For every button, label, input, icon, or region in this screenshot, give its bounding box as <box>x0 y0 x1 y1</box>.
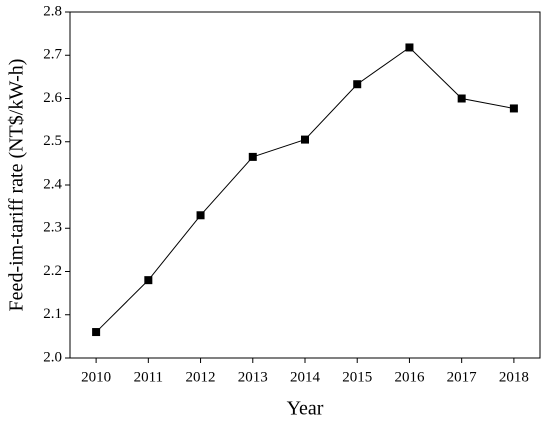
data-point <box>196 211 205 220</box>
x-tick-label: 2013 <box>238 369 268 385</box>
data-line <box>95 46 514 333</box>
data-point <box>457 94 466 103</box>
x-axis-title: Year <box>287 398 324 420</box>
x-tick-label: 2017 <box>447 369 478 385</box>
y-tick-label: 2.8 <box>43 3 62 19</box>
y-tick-label: 2.1 <box>43 306 62 322</box>
data-point <box>92 328 101 337</box>
data-point <box>248 152 257 161</box>
x-tick-label: 2015 <box>342 369 372 385</box>
y-tick-label: 2.3 <box>43 220 62 236</box>
x-tick-label: 2011 <box>134 369 163 385</box>
x-tick-label: 2014 <box>290 369 321 385</box>
x-tick-label: 2018 <box>499 369 529 385</box>
x-tick-label: 2012 <box>186 369 216 385</box>
y-tick-label: 2.4 <box>43 176 62 192</box>
data-point <box>353 80 362 89</box>
data-point <box>301 135 309 144</box>
y-tick-label: 2.5 <box>43 133 62 149</box>
plot-frame <box>69 11 541 359</box>
data-point <box>405 43 414 52</box>
data-point <box>509 104 518 113</box>
x-tick-label: 2016 <box>394 369 425 385</box>
data-point <box>144 276 153 285</box>
y-tick-label: 2.6 <box>43 90 62 106</box>
x-tick-label: 2010 <box>81 369 111 385</box>
y-tick-label: 2.0 <box>43 349 62 365</box>
y-tick-label: 2.2 <box>43 263 62 279</box>
y-tick-label: 2.7 <box>43 47 62 63</box>
y-axis-title: Feed-im-tariff rate (NT$/kW-h) <box>6 59 28 312</box>
